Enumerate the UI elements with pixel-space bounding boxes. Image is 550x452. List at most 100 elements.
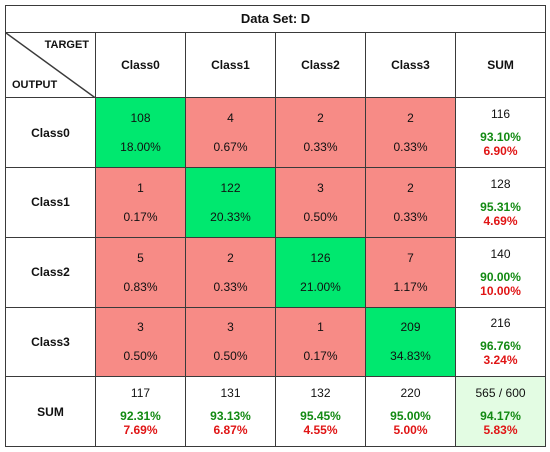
matrix-row: Class3 3 0.50% 3 0.50% 1 0.17% 209 34.83% 216 96.7…: [5, 306, 547, 378]
diagonal-cell: 122 20.33%: [185, 167, 276, 238]
cell-percent: 0.83%: [123, 279, 158, 294]
off-diagonal-cell: 3 0.50%: [275, 167, 366, 238]
diagonal-cell: 108 18.00%: [95, 97, 186, 169]
off-diagonal-cell: 3 0.50%: [95, 306, 186, 378]
target-axis-label: TARGET: [44, 38, 89, 51]
row-sum-count: 140: [490, 246, 511, 261]
cell-count: 122: [220, 180, 241, 195]
off-diagonal-cell: 4 0.67%: [185, 97, 276, 169]
total-wrong: 5.83%: [483, 423, 518, 438]
column-sum-count: 132: [310, 386, 331, 401]
cell-count: 3: [227, 320, 234, 335]
column-sum-count: 220: [400, 386, 421, 401]
off-diagonal-cell: 2 0.33%: [185, 236, 276, 308]
cell-count: 3: [317, 180, 324, 195]
cell-count: 2: [227, 250, 234, 265]
row-sum-wrong: 3.24%: [483, 353, 518, 368]
total-count: 565 / 600: [475, 386, 526, 401]
cell-count: 3: [137, 320, 144, 335]
cell-percent: 34.83%: [390, 349, 431, 364]
cell-count: 1: [317, 320, 324, 335]
sum-column-header: SUM: [454, 31, 547, 99]
column-sum-cell: 117 92.31% 7.69%: [95, 376, 186, 447]
total-correct: 94.17%: [480, 409, 521, 424]
cell-percent: 0.67%: [213, 140, 248, 155]
column-header: Class0: [95, 31, 186, 99]
column-header: Class2: [275, 31, 366, 99]
row-sum-cell: 128 95.31% 4.69%: [454, 167, 547, 238]
header-row: TARGET OUTPUT Class0 Class1 Class2 Class…: [5, 31, 547, 99]
cell-count: 108: [130, 111, 151, 126]
column-sum-correct: 95.45%: [300, 409, 341, 424]
cell-percent: 0.17%: [123, 209, 158, 224]
column-sum-count: 117: [130, 386, 151, 401]
off-diagonal-cell: 5 0.83%: [95, 236, 186, 308]
column-sum-cell: 131 93.13% 6.87%: [185, 376, 276, 447]
column-sum-wrong: 6.87%: [213, 423, 248, 438]
column-header: Class1: [185, 31, 276, 99]
matrix-row: Class2 5 0.83% 2 0.33% 126 21.00% 7 1.17% 140 90.0…: [5, 236, 547, 308]
cell-percent: 18.00%: [120, 140, 161, 155]
cell-percent: 0.50%: [303, 209, 338, 224]
column-sum-cell: 132 95.45% 4.55%: [275, 376, 366, 447]
off-diagonal-cell: 1 0.17%: [275, 306, 366, 378]
off-diagonal-cell: 7 1.17%: [365, 236, 456, 308]
cell-count: 2: [407, 180, 414, 195]
row-sum-count: 128: [490, 176, 511, 191]
cell-percent: 20.33%: [210, 209, 251, 224]
matrix-row: Class1 1 0.17% 122 20.33% 3 0.50% 2 0.33% 128 95.3…: [5, 167, 547, 238]
cell-percent: 21.00%: [300, 279, 341, 294]
diagonal-cell: 126 21.00%: [275, 236, 366, 308]
cell-percent: 0.33%: [393, 209, 428, 224]
row-sum-count: 116: [490, 107, 511, 122]
corner-cell: TARGET OUTPUT: [5, 31, 96, 99]
cell-percent: 0.17%: [303, 349, 338, 364]
cell-count: 209: [400, 320, 421, 335]
row-sum-correct: 95.31%: [480, 199, 521, 214]
cell-count: 1: [137, 180, 144, 195]
cell-percent: 0.50%: [123, 349, 158, 364]
chart-title: Data Set: D: [4, 5, 547, 33]
sum-row-header: SUM: [5, 376, 96, 447]
cell-count: 5: [137, 250, 144, 265]
row-sum-wrong: 4.69%: [483, 213, 518, 228]
confusion-matrix: Data Set: D TARGET OUTPUT Class0 Class1 …: [4, 5, 547, 447]
cell-count: 2: [317, 111, 324, 126]
column-sum-correct: 95.00%: [390, 409, 431, 424]
cell-count: 4: [227, 111, 234, 126]
cell-percent: 0.33%: [393, 140, 428, 155]
row-sum-correct: 96.76%: [480, 339, 521, 354]
row-sum-cell: 216 96.76% 3.24%: [454, 306, 547, 378]
off-diagonal-cell: 1 0.17%: [95, 167, 186, 238]
cell-count: 7: [407, 250, 414, 265]
matrix-row: Class0 108 18.00% 4 0.67% 2 0.33% 2 0.33% 116 93.1…: [5, 97, 547, 169]
cell-count: 2: [407, 111, 414, 126]
column-header: Class3: [365, 31, 456, 99]
output-axis-label: OUTPUT: [12, 79, 58, 92]
column-sum-wrong: 4.55%: [303, 423, 338, 438]
row-sum-wrong: 10.00%: [480, 283, 521, 298]
row-sum-cell: 116 93.10% 6.90%: [454, 97, 547, 169]
column-sum-wrong: 7.69%: [123, 423, 158, 438]
cell-percent: 0.50%: [213, 349, 248, 364]
off-diagonal-cell: 2 0.33%: [275, 97, 366, 169]
cell-percent: 0.33%: [303, 140, 338, 155]
row-sum-wrong: 6.90%: [483, 144, 518, 159]
cell-percent: 0.33%: [213, 279, 248, 294]
row-sum-correct: 90.00%: [480, 269, 521, 284]
column-sum-correct: 93.13%: [210, 409, 251, 424]
off-diagonal-cell: 2 0.33%: [365, 97, 456, 169]
row-header: Class0: [5, 97, 96, 169]
off-diagonal-cell: 3 0.50%: [185, 306, 276, 378]
row-header: Class2: [5, 236, 96, 308]
off-diagonal-cell: 2 0.33%: [365, 167, 456, 238]
sum-row: SUM 117 92.31% 7.69% 131 93.13% 6.87% 132 95.45%…: [5, 376, 547, 447]
total-cell: 565 / 600 94.17% 5.83%: [454, 376, 547, 447]
corner-diagonal-line: [6, 33, 95, 98]
row-header: Class3: [5, 306, 96, 378]
row-sum-cell: 140 90.00% 10.00%: [454, 236, 547, 308]
column-sum-correct: 92.31%: [120, 409, 161, 424]
column-sum-cell: 220 95.00% 5.00%: [365, 376, 456, 447]
row-sum-correct: 93.10%: [480, 130, 521, 145]
row-header: Class1: [5, 167, 96, 238]
